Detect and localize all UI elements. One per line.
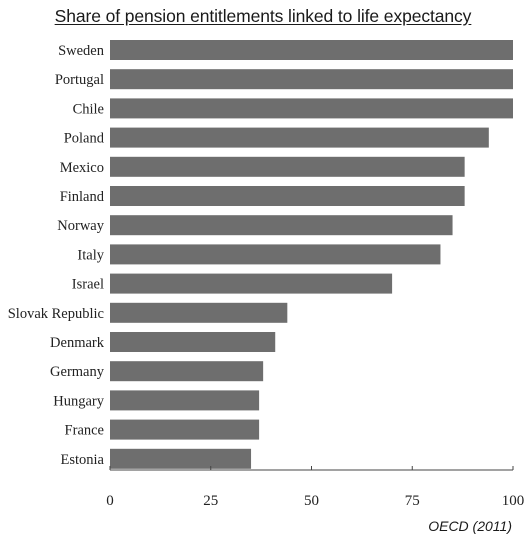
bar-germany xyxy=(110,361,264,382)
category-labels: Sweden Portugal Chile Poland Mexico Finland No… xyxy=(8,43,105,468)
bar-finland xyxy=(110,186,465,206)
category-label: Portugal xyxy=(55,72,104,88)
category-label: Germany xyxy=(50,364,105,380)
x-axis xyxy=(109,466,514,471)
bar-denmark xyxy=(110,332,276,352)
category-label: Finland xyxy=(60,189,105,205)
category-label: Sweden xyxy=(58,43,105,59)
bar-mexico xyxy=(110,156,465,177)
bar-estonia xyxy=(110,448,252,469)
x-tick-label: 75 xyxy=(405,493,420,509)
category-label: Denmark xyxy=(50,335,105,351)
category-label: Mexico xyxy=(60,160,104,176)
x-tick-label: 50 xyxy=(304,493,319,509)
source-note: OECD (2011) xyxy=(428,518,512,534)
bar-chile xyxy=(110,98,513,119)
x-tick-labels: 0 25 50 75 100 xyxy=(106,493,524,509)
bar-norway xyxy=(110,215,453,236)
category-label: Chile xyxy=(73,101,104,117)
x-tick-label: 0 xyxy=(106,493,114,509)
bar-israel xyxy=(110,273,393,294)
bar-sweden xyxy=(110,40,513,60)
x-tick-label: 25 xyxy=(203,493,218,509)
category-label: Estonia xyxy=(61,452,105,468)
bar-hungary xyxy=(110,390,260,411)
category-label: Norway xyxy=(57,218,104,234)
category-label: Slovak Republic xyxy=(8,306,104,322)
category-label: Hungary xyxy=(53,393,104,409)
bar-italy xyxy=(110,244,441,265)
category-label: Italy xyxy=(77,247,104,263)
category-label: Poland xyxy=(64,131,105,147)
bar-france xyxy=(110,419,260,440)
bar-portugal xyxy=(110,69,513,90)
category-label: France xyxy=(65,423,104,439)
category-label: Israel xyxy=(72,277,104,293)
bar-poland xyxy=(110,127,489,148)
x-tick-label: 100 xyxy=(502,493,525,509)
bars-layer xyxy=(110,40,513,469)
bar-slovak-republic xyxy=(110,302,288,323)
chart-title: Share of pension entitlements linked to … xyxy=(54,6,472,26)
